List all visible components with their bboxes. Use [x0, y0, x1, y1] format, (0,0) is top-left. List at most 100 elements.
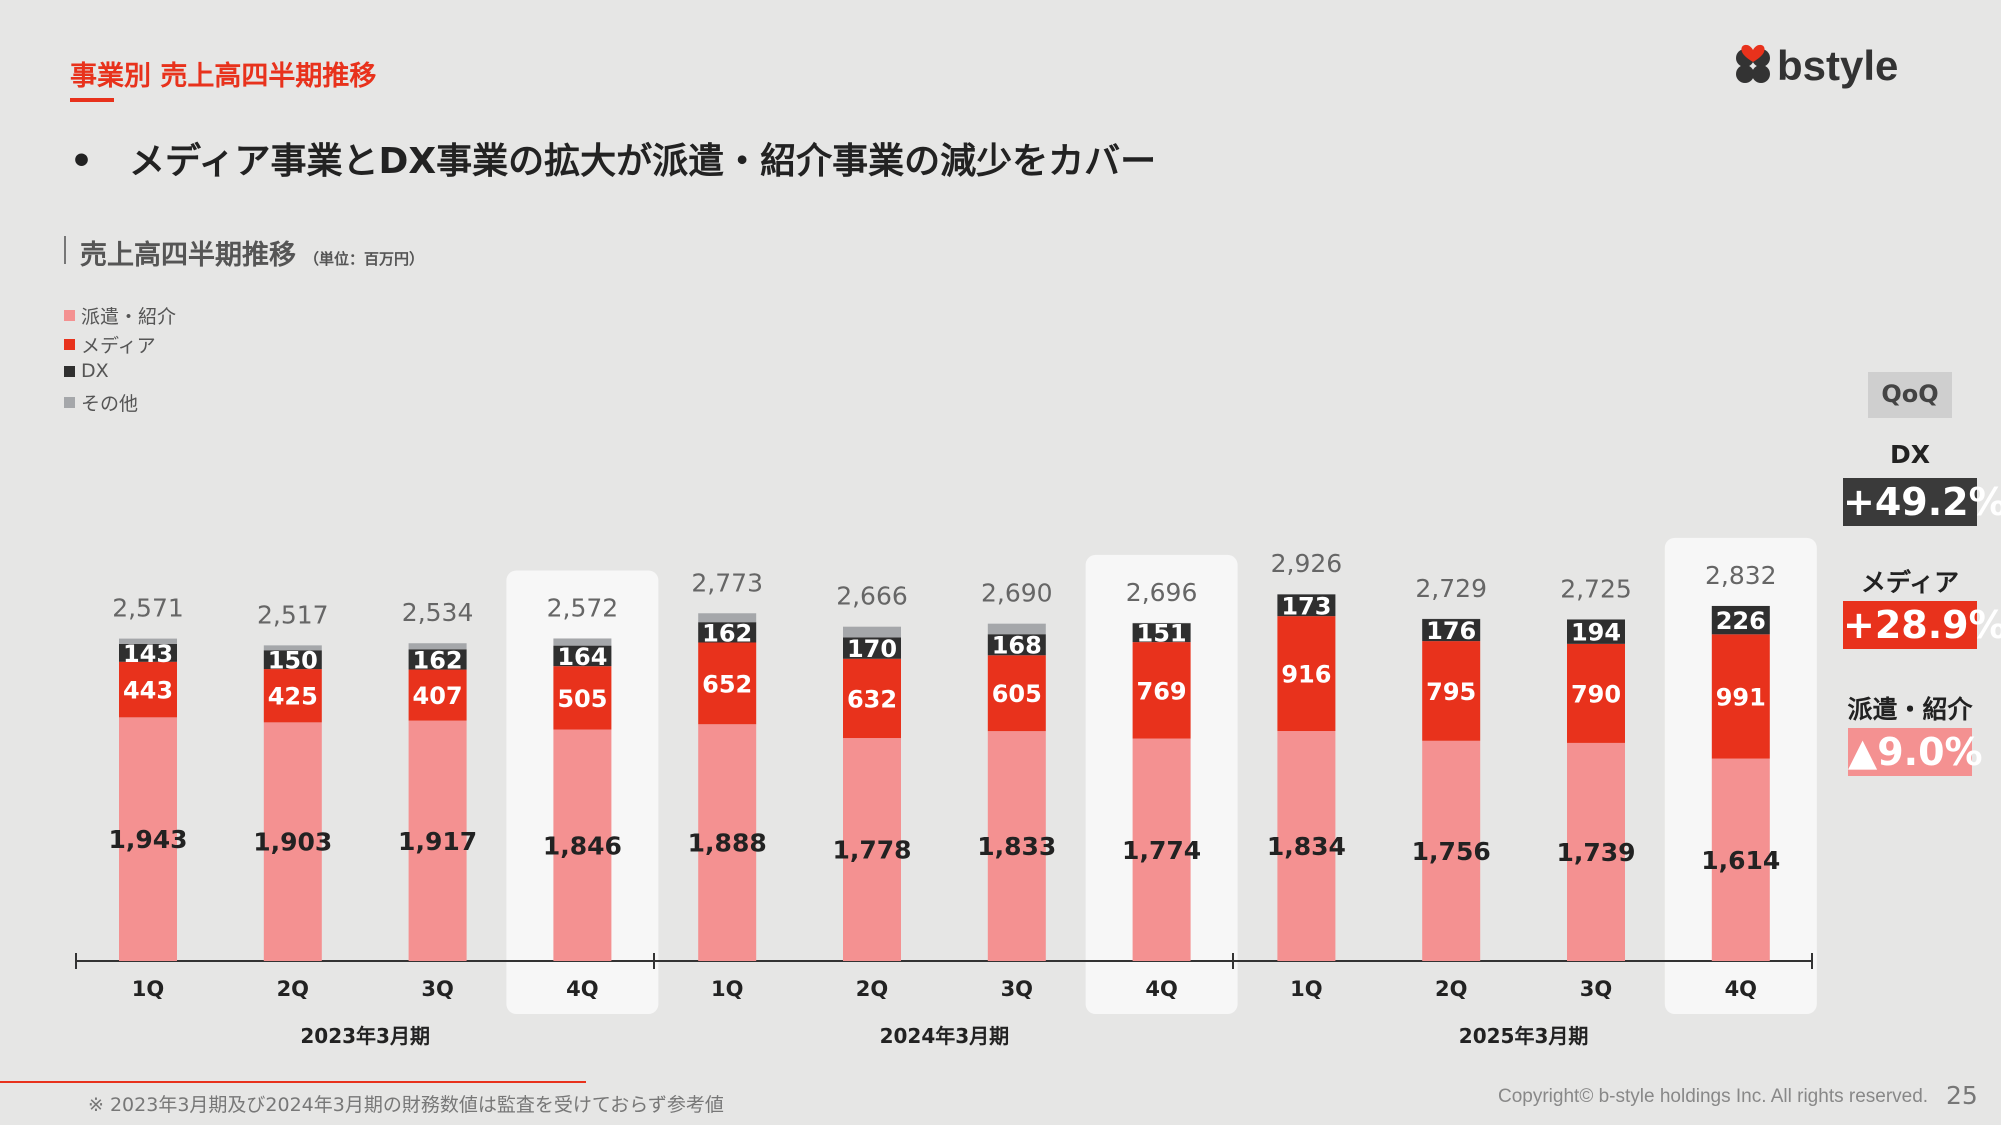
legend-item-dx: DX	[64, 360, 109, 382]
data-label-dx: 162	[702, 619, 752, 647]
chart-title-bar	[64, 236, 66, 264]
bar-segment-media	[843, 658, 901, 739]
bar-segment-haken	[1711, 758, 1770, 961]
data-label-media: 632	[847, 685, 897, 713]
total-label: 2,729	[1415, 574, 1487, 603]
bar-segment-haken	[843, 738, 901, 961]
data-label-dx: 226	[1716, 607, 1766, 635]
logo-text: bstyle	[1777, 42, 1898, 89]
data-label-dx: 176	[1426, 617, 1476, 645]
footnote: ※ 2023年3月期及び2024年3月期の財務数値は監査を受けておらず参考値	[88, 1094, 724, 1116]
chart-unit: （単位：百万円）	[304, 250, 425, 268]
bar-segment-other	[263, 645, 322, 651]
footnote-divider	[0, 1081, 586, 1083]
heart-icon	[1741, 44, 1765, 62]
x-tick-label: 2Q	[277, 977, 309, 1001]
legend-item-media: メディア	[64, 331, 156, 358]
total-label: 2,690	[981, 579, 1053, 608]
bar-segment-haken	[1277, 731, 1336, 961]
legend-item-other: その他	[64, 389, 138, 416]
legend-label-other: その他	[81, 393, 139, 415]
data-label-dx: 164	[557, 643, 607, 671]
qoq-header: QoQ	[1868, 372, 1952, 418]
bar-segment-media	[408, 669, 467, 721]
qoq-label-media: メディア	[1860, 568, 1960, 597]
copyright: Copyright© b-style holdings Inc. All rig…	[1498, 1086, 1929, 1107]
data-label-media: 605	[992, 680, 1042, 708]
x-tick-label: 3Q	[421, 977, 453, 1001]
data-label-media: 769	[1137, 677, 1187, 705]
data-label-media: 407	[413, 682, 463, 710]
bar-segment-dx	[553, 645, 612, 667]
bar-segment-dx	[263, 650, 322, 670]
legend-item-haken: 派遣・紹介	[64, 302, 176, 329]
data-label-haken: 1,834	[1267, 832, 1346, 861]
chart-title: 売上高四半期推移 （単位：百万円）	[80, 233, 424, 272]
bar-segment-dx	[1422, 619, 1481, 642]
x-tick-label: 4Q	[1145, 977, 1177, 1001]
bar-segment-media	[1567, 643, 1625, 743]
x-group-label: 2023年3月期	[300, 1024, 430, 1048]
data-label-media: 505	[557, 685, 607, 713]
bar-segment-other	[119, 638, 177, 644]
bstyle-logo: bstyle	[1736, 42, 1898, 89]
bar-segment-haken	[698, 724, 757, 961]
data-label-haken: 1,778	[832, 836, 911, 865]
data-label-dx: 168	[992, 632, 1042, 660]
bar-segment-other	[843, 626, 901, 638]
x-tick-label: 1Q	[711, 977, 743, 1001]
x-tick-label: 3Q	[1580, 977, 1612, 1001]
legend-swatch-dx	[64, 365, 75, 377]
bar-segment-media	[553, 666, 612, 730]
data-label-media: 652	[702, 670, 752, 698]
data-label-dx: 170	[847, 635, 897, 663]
data-label-media: 425	[268, 683, 318, 711]
legend-swatch-other	[64, 397, 75, 408]
data-label-dx: 150	[268, 647, 318, 675]
bar-segment-haken	[553, 729, 612, 961]
qoq-value-media: +28.9%	[1843, 601, 2001, 649]
section-underline	[70, 98, 114, 102]
data-label-media: 991	[1716, 683, 1766, 711]
legend-swatch-media	[64, 339, 75, 350]
bar-segment-haken	[408, 720, 467, 961]
total-label: 2,517	[257, 600, 329, 629]
headline: • メディア事業とDX事業の拡大が派遣・紹介事業の減少をカバー	[70, 141, 1157, 182]
data-label-media: 443	[123, 677, 173, 705]
qoq-value-haken: ▲9.0%	[1848, 728, 1983, 776]
bar-segment-dx	[843, 637, 901, 659]
legend-label-haken: 派遣・紹介	[81, 306, 177, 328]
bar-segment-media	[1422, 641, 1481, 741]
data-label-haken: 1,614	[1701, 846, 1780, 875]
total-label: 2,571	[112, 594, 184, 623]
data-label-media: 916	[1281, 661, 1331, 689]
x-group-label: 2025年3月期	[1459, 1024, 1589, 1048]
data-label-dx: 194	[1571, 619, 1621, 647]
data-label-haken: 1,917	[398, 827, 477, 856]
bar-segment-media	[1711, 634, 1770, 759]
data-label-haken: 1,833	[977, 832, 1056, 861]
bar-segment-media	[119, 661, 177, 718]
section-title: 事業別 売上高四半期推移	[70, 61, 377, 92]
data-label-dx: 173	[1281, 592, 1331, 620]
chart-title-text: 売上高四半期推移	[80, 240, 296, 271]
x-tick-label: 4Q	[566, 977, 598, 1001]
bar-segment-haken	[987, 731, 1046, 961]
bar-segment-media	[698, 642, 757, 725]
data-label-haken: 1,739	[1556, 838, 1635, 867]
data-label-dx: 151	[1137, 620, 1187, 648]
bar-segment-dx	[1711, 605, 1770, 635]
bar-segment-media	[1132, 642, 1191, 739]
x-tick-label: 4Q	[1725, 977, 1757, 1001]
bar-segment-media	[1277, 616, 1336, 732]
legend-swatch-haken	[64, 310, 75, 321]
bar-segment-other	[408, 643, 467, 650]
qoq-label-dx: DX	[1889, 440, 1931, 469]
bar-segment-dx	[408, 649, 467, 670]
total-label: 2,534	[402, 598, 474, 627]
bar-segment-haken	[1422, 740, 1481, 961]
x-tick-label: 3Q	[1001, 977, 1033, 1001]
x-tick-label: 1Q	[132, 977, 164, 1001]
bar-segment-dx	[698, 622, 757, 643]
